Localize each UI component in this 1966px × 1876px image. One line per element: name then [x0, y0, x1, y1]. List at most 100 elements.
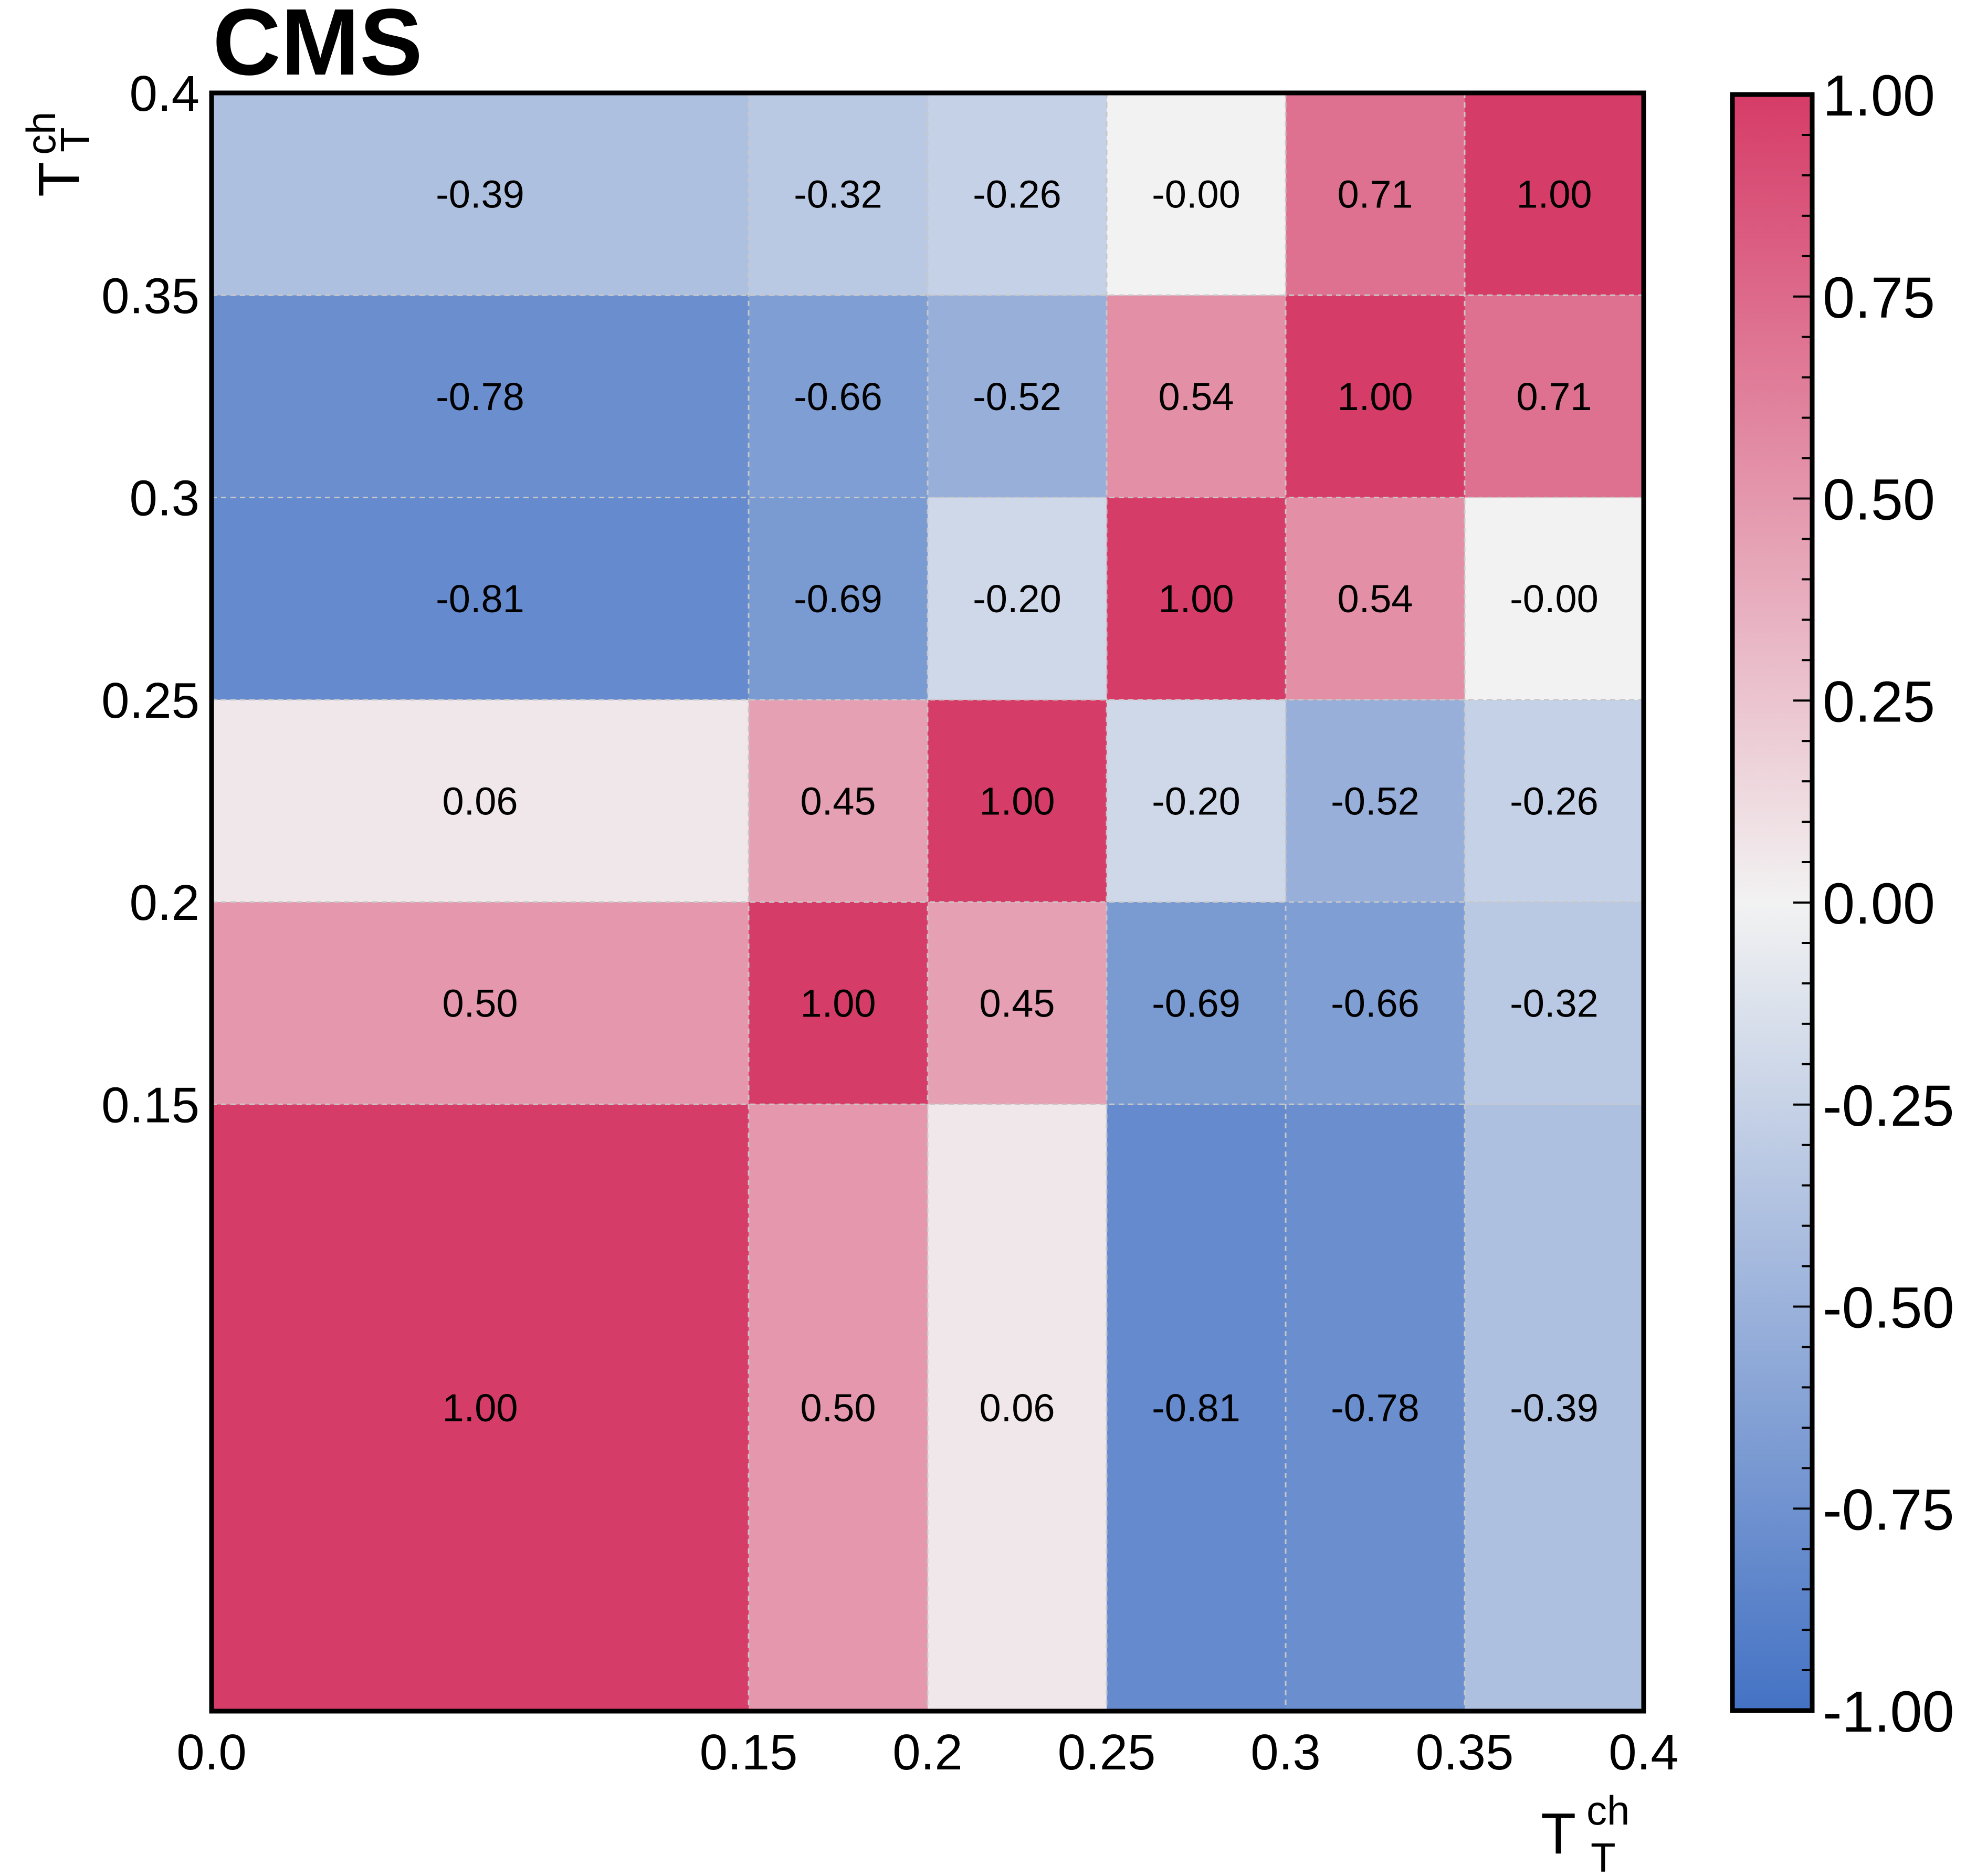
x-axis-title-sub: T	[1591, 1835, 1616, 1876]
x-tick-label: 0.2	[892, 1724, 962, 1780]
heatmap-cell	[1107, 902, 1286, 1105]
y-axis-title-sub: T	[52, 127, 98, 152]
colorbar-tick-label: 1.00	[1823, 64, 1935, 128]
heatmap-cell	[928, 93, 1107, 296]
colorbar-tick-label: -1.00	[1823, 1680, 1954, 1744]
cell-value-label: -0.66	[1331, 982, 1420, 1025]
heatmap-cell	[928, 295, 1107, 498]
heatmap-cell	[212, 93, 749, 296]
colorbar-tick-label: 0.50	[1823, 468, 1935, 532]
cell-value-label: -0.78	[1331, 1386, 1420, 1430]
x-tick-label: 0.35	[1416, 1724, 1514, 1780]
heatmap-cell	[1107, 497, 1286, 700]
x-axis-title: T ch T	[1541, 1787, 1629, 1876]
heatmap-cell	[1465, 93, 1644, 296]
heatmap-cell	[1465, 497, 1644, 700]
x-tick-label: 0.0	[176, 1724, 246, 1780]
cell-value-label: -0.52	[1331, 779, 1420, 823]
cell-value-label: 0.45	[979, 982, 1055, 1025]
cell-value-label: 0.54	[1158, 375, 1234, 418]
heatmap-cell	[212, 1104, 749, 1711]
colorbar-tick-label: -0.75	[1823, 1477, 1954, 1542]
colorbar-tick-label: 0.25	[1823, 669, 1935, 734]
y-axis-ticks: 0.15 0.2 0.25 0.3 0.35 0.4	[101, 66, 199, 1133]
chart-title: CMS	[213, 0, 423, 95]
cell-value-label: -0.39	[1510, 1386, 1599, 1430]
cell-value-label: -0.26	[1510, 779, 1599, 823]
heatmap-cell	[1286, 93, 1465, 296]
heatmap-cell	[928, 699, 1107, 902]
cell-value-label: 0.06	[442, 779, 518, 823]
heatmap-cell	[1107, 699, 1286, 902]
y-tick-label: 0.2	[130, 875, 199, 931]
heatmap-cell	[749, 93, 928, 296]
y-tick-label: 0.4	[130, 66, 199, 122]
y-tick-label: 0.35	[101, 268, 199, 324]
cell-value-label: -0.32	[794, 173, 882, 216]
cell-value-label: -0.20	[973, 577, 1061, 621]
y-axis-title-main: T	[27, 162, 91, 197]
heatmap-cell	[1286, 699, 1465, 902]
cell-value-label: 0.54	[1337, 577, 1413, 621]
cell-value-label: 1.00	[1337, 375, 1413, 418]
heatmap-cell	[1286, 497, 1465, 700]
cell-value-label: -0.69	[1152, 982, 1240, 1025]
heatmap-cell	[749, 699, 928, 902]
cell-value-label: -0.26	[973, 173, 1061, 216]
cell-value-label: -0.66	[794, 375, 882, 418]
heatmap-cell	[1286, 295, 1465, 498]
x-axis-title-sup: ch	[1586, 1787, 1629, 1833]
cell-value-label: -0.39	[436, 173, 524, 216]
x-tick-label: 0.25	[1058, 1724, 1156, 1780]
heatmap-cell	[212, 497, 749, 700]
colorbar-tick-label: 0.00	[1823, 872, 1935, 936]
heatmap-cell	[749, 295, 928, 498]
cell-value-label: 0.50	[442, 982, 518, 1025]
heatmap-cell	[1286, 1104, 1465, 1711]
cell-value-label: 1.00	[442, 1386, 518, 1430]
cell-value-label: 0.71	[1516, 375, 1592, 418]
x-axis-title-main: T	[1541, 1801, 1576, 1866]
heatmap-cell	[212, 902, 749, 1105]
cell-value-label: -0.52	[973, 375, 1061, 418]
heatmap-cells	[212, 93, 1644, 1711]
heatmap-cell	[1107, 295, 1286, 498]
heatmap-cell	[1465, 902, 1644, 1105]
x-tick-label: 0.15	[700, 1724, 798, 1780]
grid-lines	[212, 93, 1644, 1711]
cell-value-label: 1.00	[1158, 577, 1234, 621]
cell-value-labels: 1.00 0.50 0.06 -0.81 -0.78 -0.39 0.50 1.00 0.45 -…	[436, 173, 1599, 1430]
y-axis-title: T ch T	[18, 112, 98, 197]
cell-value-label: -0.00	[1152, 173, 1240, 216]
heatmap-cell	[1465, 1104, 1644, 1711]
cell-value-label: -0.00	[1510, 577, 1599, 621]
cell-value-label: -0.81	[1152, 1386, 1240, 1430]
heatmap-cell	[1107, 1104, 1286, 1711]
cell-value-label: -0.78	[436, 375, 524, 418]
x-tick-label: 0.3	[1250, 1724, 1320, 1780]
colorbar-tick-label: -0.25	[1823, 1074, 1954, 1138]
heatmap-cell	[1286, 902, 1465, 1105]
heatmap-cell	[212, 699, 749, 902]
heatmap-cell	[749, 497, 928, 700]
plot-frame	[209, 90, 1646, 1714]
cell-value-label: 1.00	[800, 982, 876, 1025]
heatmap-cell	[928, 1104, 1107, 1711]
colorbar-tick-label: 0.75	[1823, 266, 1935, 330]
heatmap-cell	[212, 295, 749, 498]
x-axis-ticks: 0.0 0.15 0.2 0.25 0.3 0.35 0.4	[176, 1724, 1678, 1780]
cell-value-label: 1.00	[1516, 173, 1592, 216]
heatmap-cell	[1107, 93, 1286, 296]
y-tick-label: 0.15	[101, 1077, 199, 1133]
cell-value-label: -0.20	[1152, 779, 1240, 823]
cell-value-label: 1.00	[979, 779, 1055, 823]
colorbar-tick-label: -0.50	[1823, 1276, 1954, 1340]
cell-value-label: 0.45	[800, 779, 876, 823]
cell-value-label: 0.06	[979, 1386, 1055, 1430]
y-tick-label: 0.3	[130, 470, 199, 527]
heatmap-cell	[928, 902, 1107, 1105]
cell-value-label: 0.71	[1337, 173, 1413, 216]
heatmap-cell	[1465, 699, 1644, 902]
cell-value-label: -0.81	[436, 577, 524, 621]
